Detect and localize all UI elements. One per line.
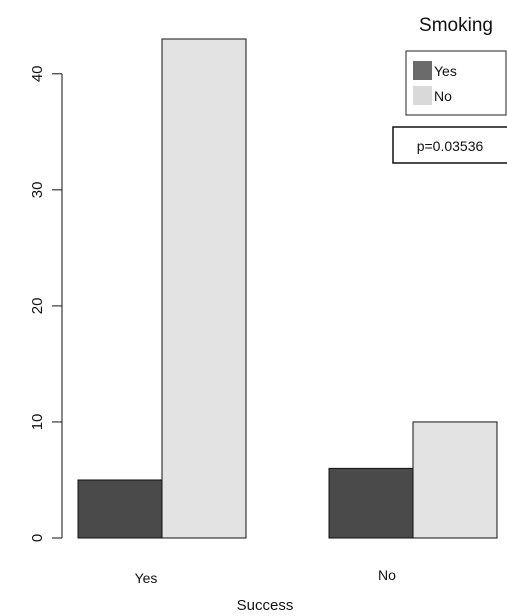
bar-yes-no — [161, 38, 247, 539]
y-tick-label: 20 — [29, 298, 46, 315]
p-value-label: p=0.03536 — [417, 138, 484, 154]
bar-no-no — [412, 421, 498, 539]
bar-no-yes — [328, 467, 414, 539]
x-tick-label: No — [378, 567, 396, 583]
bar-yes-yes — [77, 479, 163, 539]
y-axis: 0 10 20 30 40 — [29, 65, 63, 542]
legend-swatch — [413, 86, 432, 105]
y-tick-label: 10 — [29, 414, 46, 431]
legend-entries: Yes No — [413, 61, 457, 105]
p-value-frame — [392, 126, 507, 164]
x-axis-title: Success — [237, 597, 294, 614]
legend-title: Smoking — [419, 15, 493, 36]
x-tick-label: Yes — [135, 570, 158, 586]
bars — [77, 38, 498, 539]
legend-label: Yes — [434, 63, 457, 79]
p-value-box: p=0.03536 — [392, 126, 507, 164]
legend: Smoking Yes No — [405, 15, 507, 116]
legend-swatch — [413, 61, 432, 80]
legend-label: No — [434, 88, 452, 104]
x-axis-labels: Yes No — [135, 567, 397, 586]
y-tick-label: 30 — [29, 182, 46, 199]
legend-box — [405, 50, 507, 116]
y-tick-label: 40 — [29, 65, 46, 82]
y-tick-label: 0 — [29, 534, 46, 542]
